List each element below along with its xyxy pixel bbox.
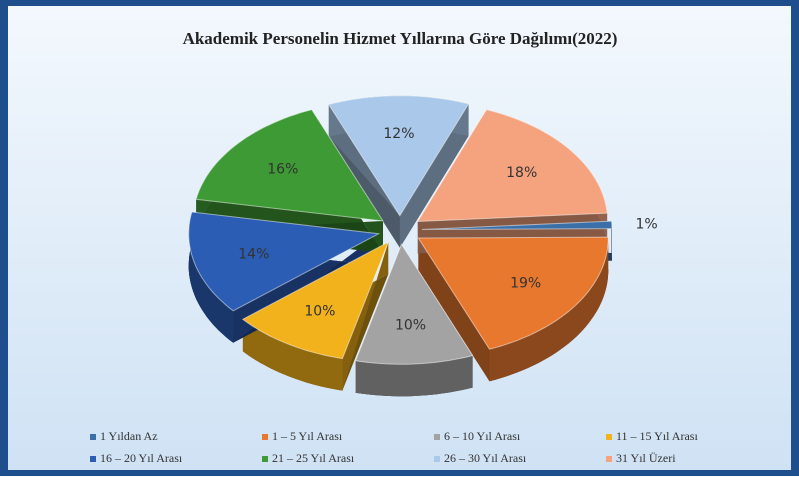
legend-label: 6 – 10 Yıl Arası (444, 429, 521, 443)
slice-wall (489, 237, 609, 382)
legend-swatch (90, 456, 96, 462)
legend-swatch (434, 434, 440, 440)
slice (241, 241, 390, 360)
data-label: 10% (304, 303, 335, 319)
legend-label: 1 Yıldan Az (100, 429, 158, 443)
slice-wall (188, 212, 234, 343)
legend-swatch (434, 456, 440, 462)
legend-label: 11 – 15 Yıl Arası (616, 429, 698, 443)
slice (188, 211, 381, 312)
legend-swatch (262, 434, 268, 440)
legend-swatch (262, 456, 268, 462)
slice-wall (355, 355, 473, 397)
legend: 1 Yıldan Az 1 – 5 Yıl Arası 6 – 10 Yıl Ara… (90, 429, 698, 465)
slice (195, 109, 384, 222)
slice-wall (242, 319, 343, 391)
data-label: 14% (238, 246, 269, 262)
legend-label: 1 – 5 Yıl Arası (272, 429, 343, 443)
data-label: 10% (395, 318, 426, 334)
data-label: 16% (267, 161, 298, 177)
data-label: 18% (506, 165, 537, 181)
data-label: 12% (383, 126, 414, 142)
chart-title: Akademik Personelin Hizmet Yıllarına Gör… (183, 29, 618, 48)
slice (421, 220, 613, 230)
legend-swatch (606, 434, 612, 440)
legend-label: 31 Yıl Üzeri (616, 451, 676, 465)
data-label: 1% (636, 216, 658, 232)
legend-label: 21 – 25 Yıl Arası (272, 451, 355, 465)
slice (354, 243, 474, 365)
slice-tops: 1% 19% 10% 10% 14% 16% 12% 18% (188, 95, 658, 365)
legend-swatch (90, 434, 96, 440)
data-label: 19% (510, 275, 541, 291)
slice (327, 95, 470, 217)
slice-wall (611, 221, 612, 261)
slice (417, 236, 609, 350)
legend-swatch (606, 456, 612, 462)
slice (416, 109, 608, 223)
legend-label: 26 – 30 Yıl Arası (444, 451, 527, 465)
pie: 1% 19% 10% 10% 14% 16% 12% 18% (188, 95, 658, 397)
legend-label: 16 – 20 Yıl Arası (100, 451, 183, 465)
